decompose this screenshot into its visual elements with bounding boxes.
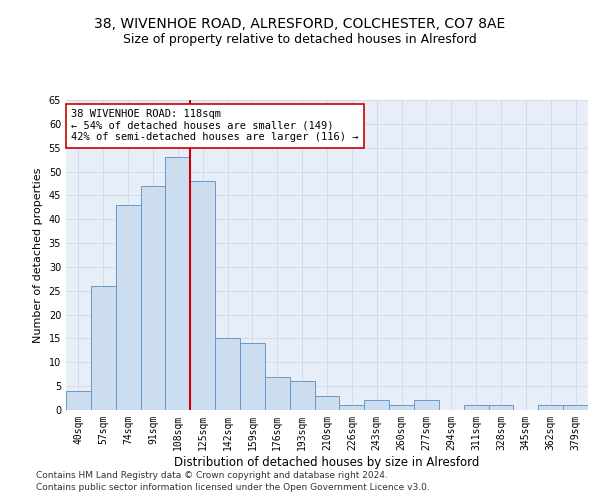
Text: Contains HM Land Registry data © Crown copyright and database right 2024.: Contains HM Land Registry data © Crown c… <box>36 471 388 480</box>
Bar <box>66 391 91 410</box>
Bar <box>389 405 414 410</box>
X-axis label: Distribution of detached houses by size in Alresford: Distribution of detached houses by size … <box>175 456 479 468</box>
Bar <box>215 338 240 410</box>
Bar <box>538 405 563 410</box>
Bar <box>265 376 290 410</box>
Bar <box>464 405 488 410</box>
Bar <box>190 181 215 410</box>
Text: Size of property relative to detached houses in Alresford: Size of property relative to detached ho… <box>123 32 477 46</box>
Bar <box>116 205 140 410</box>
Bar <box>240 343 265 410</box>
Text: 38 WIVENHOE ROAD: 118sqm
← 54% of detached houses are smaller (149)
42% of semi-: 38 WIVENHOE ROAD: 118sqm ← 54% of detach… <box>71 110 359 142</box>
Bar <box>340 405 364 410</box>
Bar <box>364 400 389 410</box>
Bar <box>290 382 314 410</box>
Bar <box>563 405 588 410</box>
Bar <box>91 286 116 410</box>
Bar <box>414 400 439 410</box>
Text: Contains public sector information licensed under the Open Government Licence v3: Contains public sector information licen… <box>36 484 430 492</box>
Text: 38, WIVENHOE ROAD, ALRESFORD, COLCHESTER, CO7 8AE: 38, WIVENHOE ROAD, ALRESFORD, COLCHESTER… <box>94 18 506 32</box>
Bar <box>488 405 514 410</box>
Bar <box>166 157 190 410</box>
Y-axis label: Number of detached properties: Number of detached properties <box>33 168 43 342</box>
Bar <box>140 186 166 410</box>
Bar <box>314 396 340 410</box>
